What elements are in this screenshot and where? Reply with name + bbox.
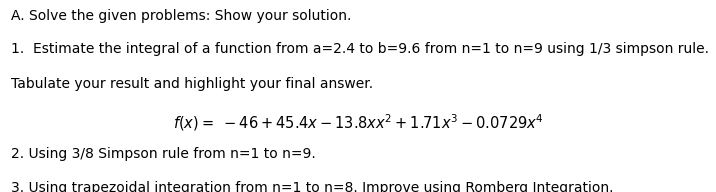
Text: Tabulate your result and highlight your final answer.: Tabulate your result and highlight your …	[11, 77, 373, 91]
Text: 3. Using trapezoidal integration from n=1 to n=8. Improve using Romberg Integrat: 3. Using trapezoidal integration from n=…	[11, 181, 613, 192]
Text: A. Solve the given problems: Show your solution.: A. Solve the given problems: Show your s…	[11, 9, 351, 23]
Text: 1.  Estimate the integral of a function from a=2.4 to b=9.6 from n=1 to n=9 usin: 1. Estimate the integral of a function f…	[11, 42, 709, 56]
Text: 2. Using 3/8 Simpson rule from n=1 to n=9.: 2. Using 3/8 Simpson rule from n=1 to n=…	[11, 147, 316, 161]
Text: $f(x) = \ -46 + 45.4x - 13.8xx^2 + 1.71x^3 - 0.0729x^4$: $f(x) = \ -46 + 45.4x - 13.8xx^2 + 1.71x…	[173, 112, 543, 133]
